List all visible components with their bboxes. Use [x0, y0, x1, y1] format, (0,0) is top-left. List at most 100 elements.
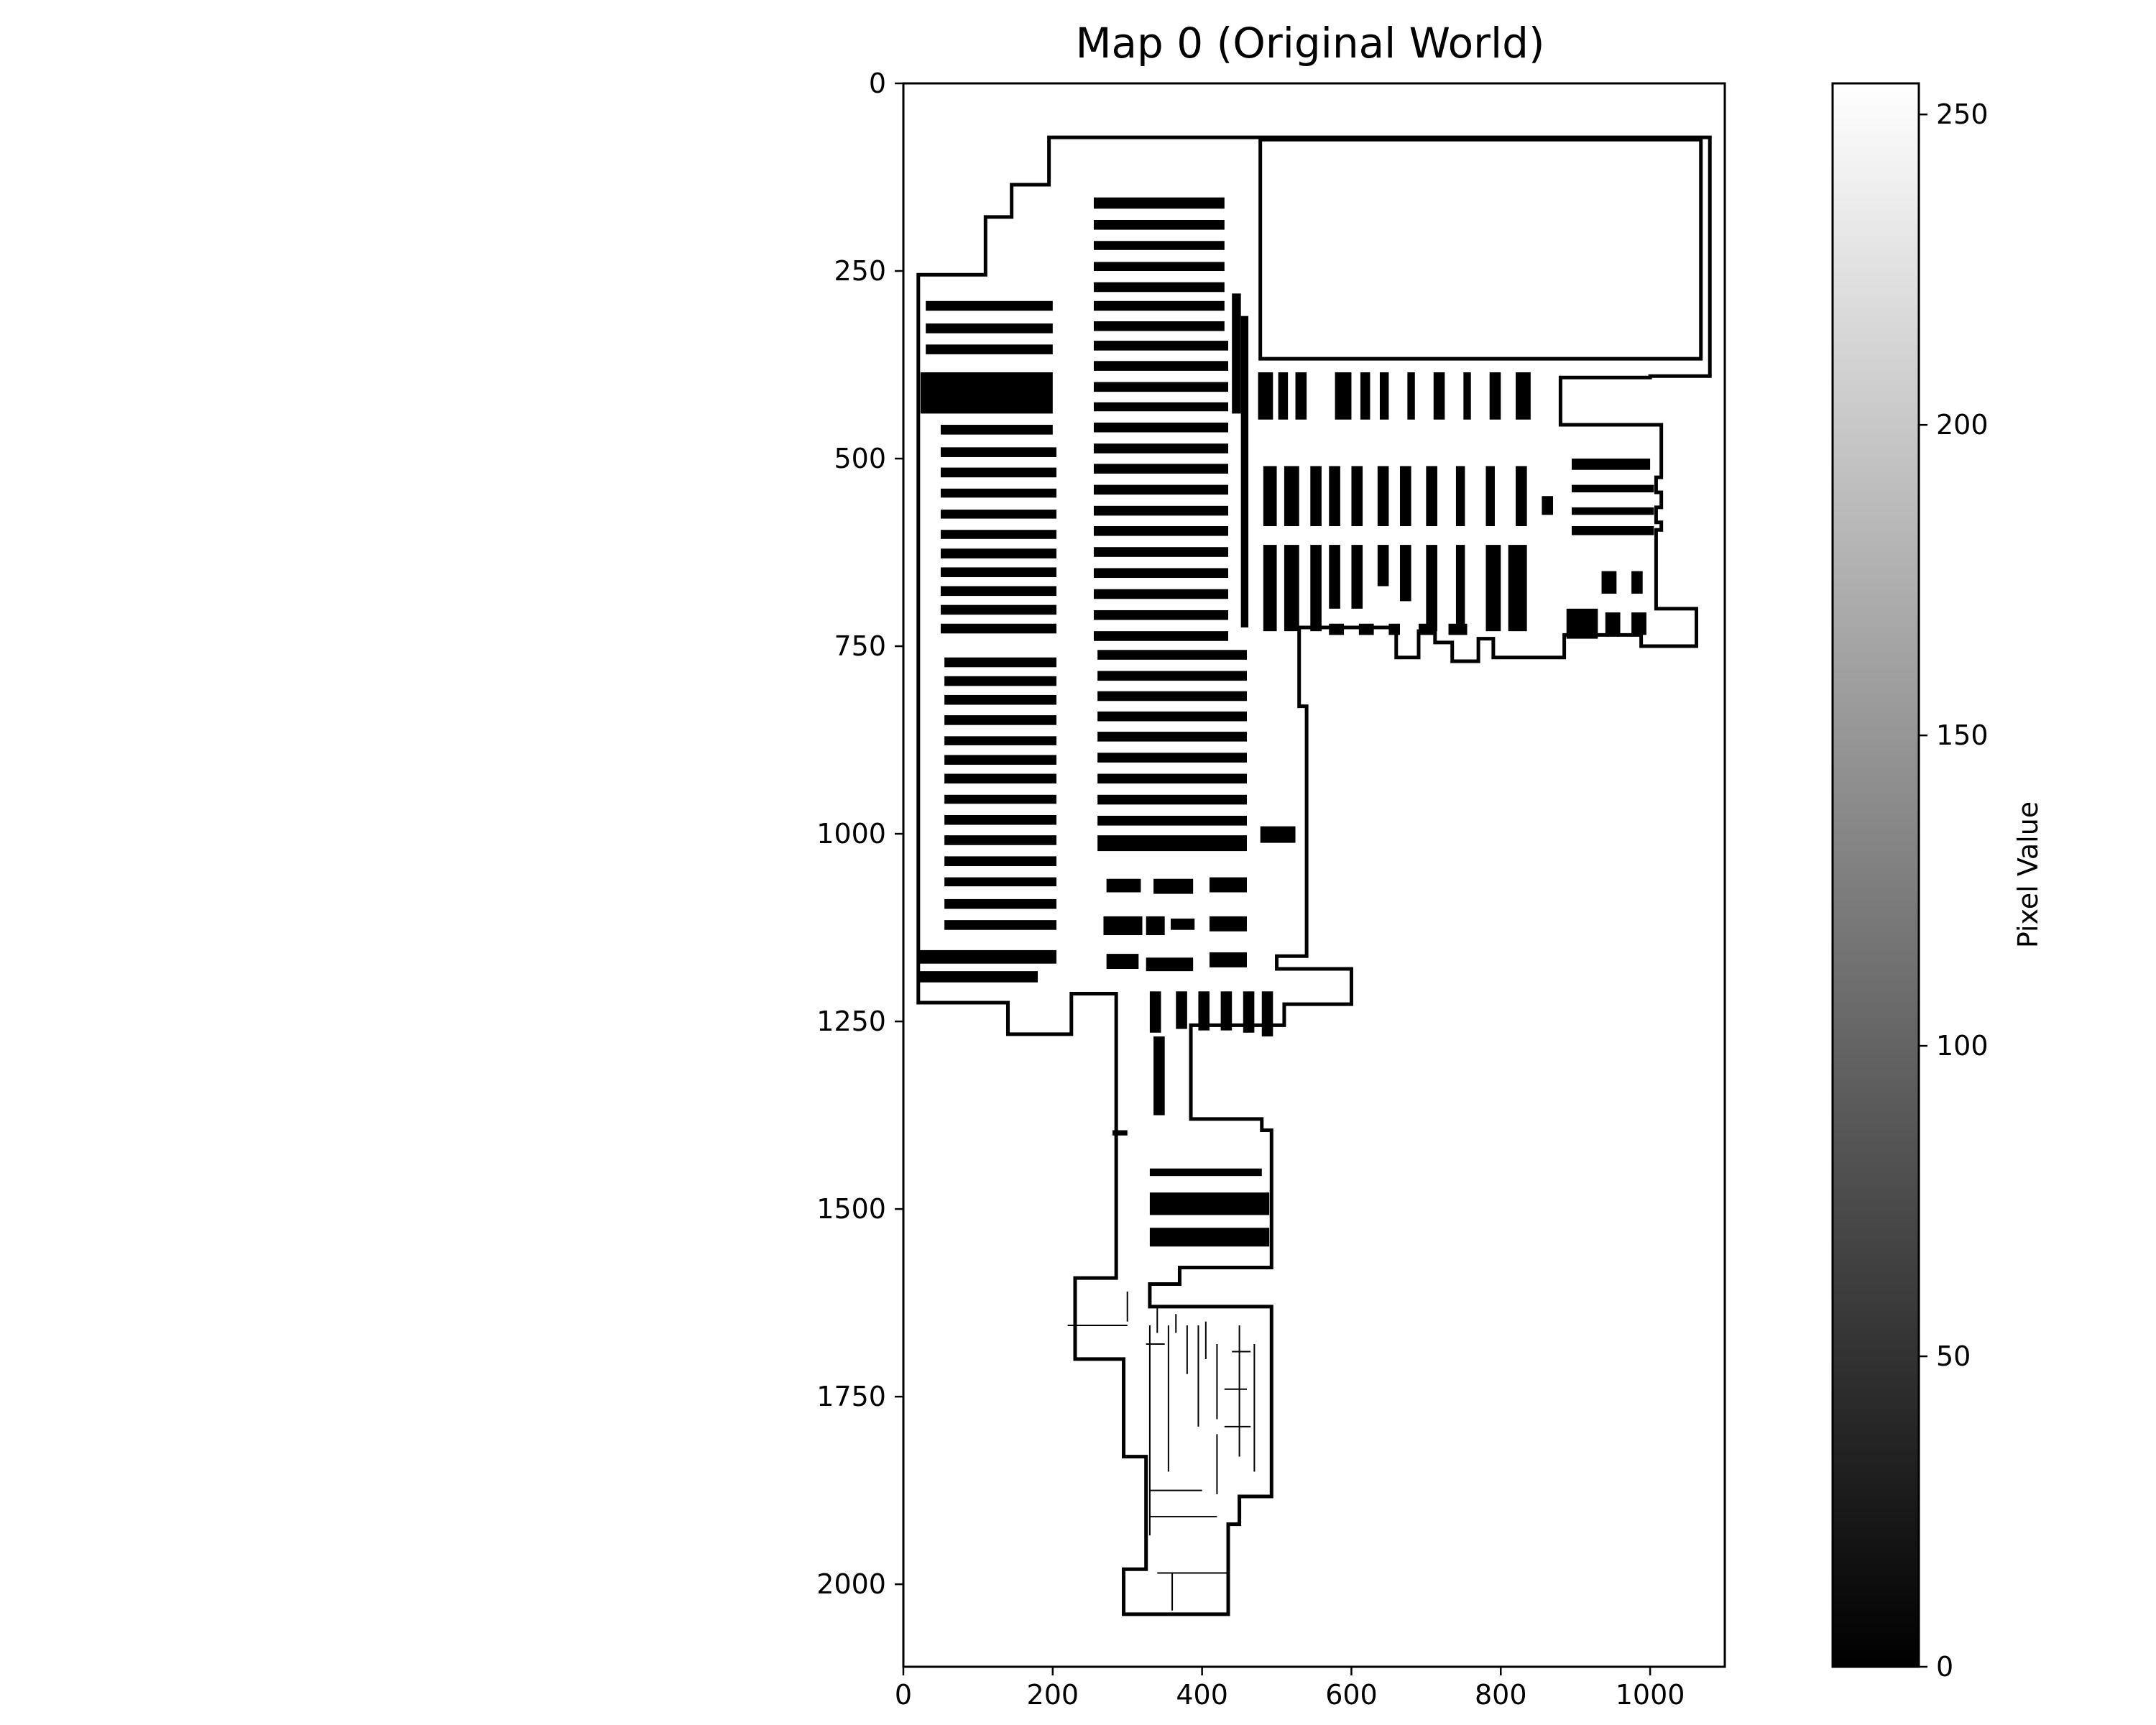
obstacle-block [1210, 916, 1247, 932]
obstacle-block [940, 604, 1057, 615]
x-tick-label: 600 [1325, 1679, 1378, 1711]
obstacle-block [1097, 794, 1247, 805]
obstacle-block [1310, 545, 1322, 632]
obstacle-block [1426, 466, 1437, 527]
obstacle-block [1329, 545, 1340, 609]
obstacle-block [1399, 466, 1411, 527]
y-tick-label: 0 [869, 68, 886, 99]
y-axis: 0 250 500 750 1000 1250 1500 1750 2000 [816, 68, 903, 1600]
obstacle-block [940, 488, 1057, 498]
obstacle-block [940, 623, 1057, 634]
obstacle-block [1351, 466, 1363, 527]
obstacle-block [1455, 466, 1465, 527]
colorbar-tick-label: 50 [1936, 1340, 1971, 1372]
y-tick-label: 1000 [816, 818, 886, 850]
obstacle-block [1093, 402, 1229, 412]
obstacle-block [1463, 372, 1471, 420]
chart-title: Map 0 (Original World) [1075, 19, 1544, 68]
obstacle-block [944, 657, 1057, 668]
obstacle-block [1516, 466, 1527, 527]
obstacle-block [944, 898, 1057, 909]
obstacle-block [1448, 623, 1468, 635]
obstacle-block [1093, 382, 1229, 392]
obstacle-block [918, 971, 1038, 983]
y-tick-label: 750 [834, 630, 886, 662]
obstacle-block [1210, 877, 1247, 893]
obstacle-block [1455, 545, 1465, 632]
obstacle-block [1097, 691, 1247, 702]
obstacle-block [1097, 816, 1247, 826]
obstacle-block [1335, 372, 1352, 420]
y-tick-label: 1500 [816, 1193, 886, 1225]
obstacle-block [940, 586, 1057, 597]
obstacle-block [944, 877, 1057, 887]
colorbar-tick-label: 150 [1936, 719, 1989, 751]
obstacle-block [1571, 526, 1654, 535]
obstacle-block [940, 530, 1057, 539]
y-tick-label: 500 [834, 443, 886, 474]
obstacle-block [1258, 372, 1273, 420]
obstacle-block [1399, 545, 1411, 602]
y-tick-label: 1250 [816, 1006, 886, 1037]
obstacle-block [1093, 610, 1229, 620]
obstacle-block [926, 323, 1053, 334]
obstacle-block [1093, 341, 1229, 351]
obstacle-block [1093, 526, 1229, 536]
obstacle-block [1243, 991, 1255, 1033]
x-tick-label: 1000 [1616, 1679, 1685, 1711]
obstacle-block [1388, 623, 1400, 635]
obstacle-block [1433, 372, 1445, 420]
colorbar-gradient [1831, 82, 1920, 1668]
obstacle-block [1310, 466, 1322, 527]
obstacle-block [1379, 372, 1389, 420]
obstacle-block [926, 344, 1053, 354]
obstacle-block [1198, 991, 1210, 1031]
obstacle-block [940, 467, 1057, 478]
obstacle-block [1097, 773, 1247, 784]
obstacle-block [1093, 262, 1225, 272]
obstacle-block [1407, 372, 1415, 420]
obstacle-block [944, 694, 1057, 705]
inner-room-outline [1258, 137, 1703, 361]
colorbar-tick-label: 100 [1936, 1030, 1989, 1062]
obstacle-block [944, 794, 1057, 804]
obstacle-block [1097, 671, 1247, 681]
obstacle-block [940, 510, 1057, 519]
map-plot-area [902, 82, 1726, 1668]
obstacle-block [1571, 484, 1654, 493]
obstacle-block [1146, 957, 1194, 972]
obstacle-block [1232, 293, 1241, 414]
y-tick-label: 250 [834, 255, 886, 287]
obstacle-block [1426, 545, 1437, 632]
obstacle-block [1093, 568, 1229, 579]
obstacle-block [1093, 220, 1225, 230]
obstacle-block [1103, 916, 1143, 936]
obstacle-block [1093, 484, 1229, 495]
obstacle-block [1097, 732, 1247, 742]
obstacle-block [1106, 878, 1141, 893]
obstacle-block [1284, 466, 1299, 527]
obstacle-block [1093, 464, 1229, 474]
obstacle-block [1093, 321, 1225, 331]
obstacle-block [1170, 919, 1195, 930]
x-tick-label: 200 [1027, 1679, 1079, 1711]
obstacle-block [1093, 547, 1229, 557]
obstacle-block [1631, 571, 1643, 594]
obstacle-block [944, 676, 1057, 686]
obstacle-block [1489, 372, 1501, 420]
obstacle-block [1571, 507, 1654, 515]
obstacle-block [1516, 372, 1531, 420]
colorbar-label: Pixel Value [2012, 801, 2044, 948]
obstacle-block [1485, 545, 1501, 632]
obstacle-block [1418, 623, 1434, 635]
obstacle-block [1601, 571, 1617, 594]
obstacle-block [1149, 1192, 1270, 1215]
x-axis: 0 200 400 600 800 1000 [895, 1667, 1685, 1711]
obstacle-block [944, 755, 1057, 765]
obstacle-block [1093, 300, 1225, 311]
obstacle-block [1377, 545, 1389, 586]
obstacle-block [1566, 608, 1598, 639]
obstacle-block [1153, 878, 1194, 894]
map-image [916, 135, 1712, 1616]
obstacle-block [944, 715, 1057, 725]
